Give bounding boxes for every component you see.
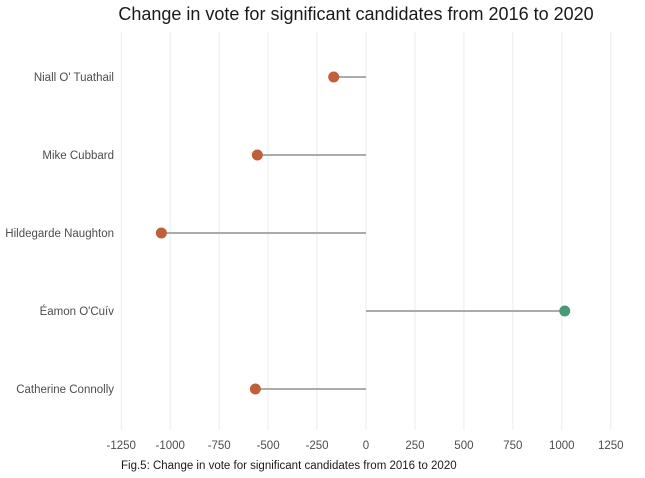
x-tick-label: -750 — [208, 440, 231, 452]
x-axis-tick-labels: -1250 -1000 -750 -500 -250 0 250 500 750 1000 1250 — [107, 440, 624, 452]
category-labels: Niall O' Tuathail Mike Cubbard Hildegarde … — [5, 72, 114, 396]
grid-layer — [120, 32, 612, 430]
category-label: Éamon O'Cuív — [40, 305, 115, 318]
chart-caption: Fig.5: Change in vote for significant ca… — [121, 460, 457, 472]
x-tick-label: 750 — [503, 440, 522, 452]
x-tick-label: -1250 — [107, 440, 136, 452]
category-label: Catherine Connolly — [16, 384, 114, 396]
x-tick-label: 1000 — [549, 440, 575, 452]
lollipop-point — [249, 383, 261, 395]
x-tick-label: 0 — [363, 440, 369, 452]
x-tick-label: -500 — [257, 440, 280, 452]
x-tick-label: 1250 — [598, 440, 624, 452]
x-tick-label: 500 — [454, 440, 473, 452]
x-tick-label: -250 — [306, 440, 329, 452]
chart-title: Change in vote for significant candidate… — [118, 4, 593, 24]
lollipop-point — [251, 149, 263, 161]
lollipop-point — [155, 227, 167, 239]
lollipop-point — [328, 71, 340, 83]
stem-layer — [161, 76, 565, 390]
point-layer — [155, 71, 571, 395]
x-tick-label: -1000 — [155, 440, 184, 452]
x-tick-label: 250 — [405, 440, 424, 452]
category-label: Hildegarde Naughton — [5, 228, 114, 240]
lollipop-point — [559, 305, 571, 317]
category-label: Niall O' Tuathail — [34, 72, 114, 84]
category-label: Mike Cubbard — [42, 150, 114, 162]
